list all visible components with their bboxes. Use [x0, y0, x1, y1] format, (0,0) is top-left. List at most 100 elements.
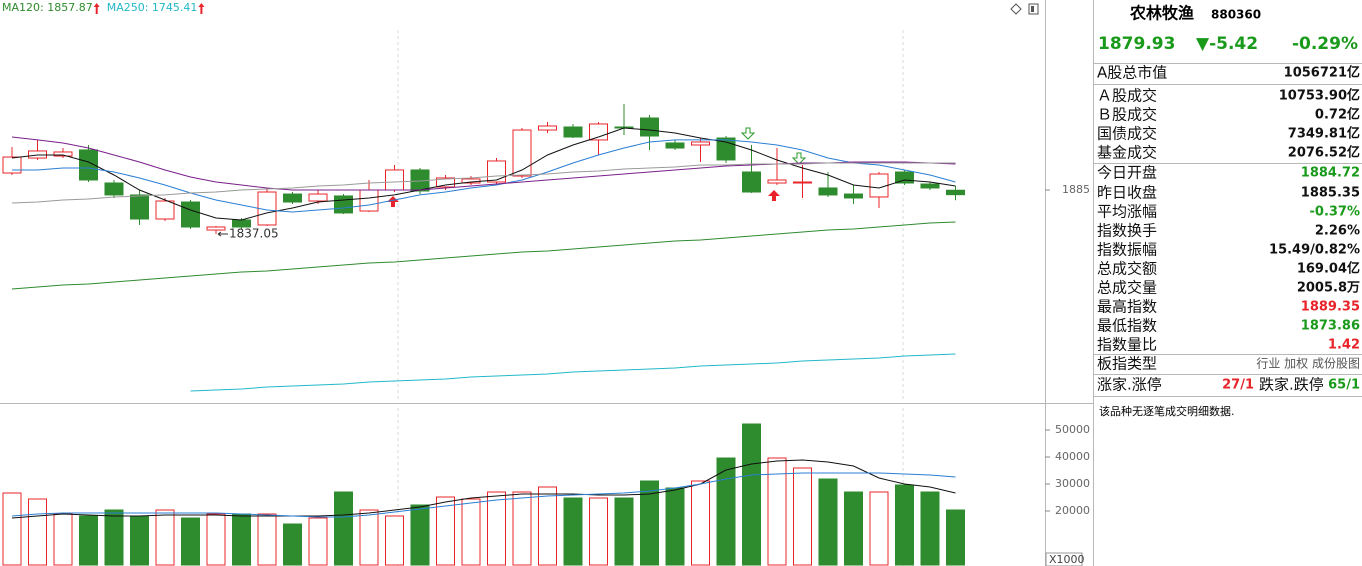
volume-bar — [920, 491, 940, 566]
row-value: 7349.81亿 — [1288, 126, 1360, 142]
volume-bar — [130, 515, 149, 566]
candle-body — [818, 187, 838, 196]
y-tick-label: 30000 — [1055, 477, 1090, 490]
candle-body — [920, 183, 940, 189]
panel-title: 农林牧渔 — [1129, 4, 1194, 23]
volume-bar — [895, 484, 914, 566]
row-label: 总成交量 — [1097, 279, 1157, 297]
volume-bar — [589, 497, 608, 566]
row-value: 行业 加权 成份股图 — [1256, 357, 1360, 371]
volume-ma-line — [11, 472, 956, 518]
row-value: 1884.72 — [1301, 166, 1360, 181]
candle-body — [436, 177, 455, 188]
row-label: 板指类型 — [1097, 355, 1157, 373]
volume-bar — [334, 491, 353, 566]
volume-bar — [257, 513, 277, 566]
price: 1879.93 — [1098, 34, 1175, 54]
volume-bar — [28, 498, 47, 566]
low-marker-label: 1837.05 — [229, 227, 279, 241]
volume-bar — [818, 478, 838, 566]
row-label: 最高指数 — [1097, 298, 1157, 316]
candle-body — [512, 129, 532, 177]
row-label: 昨日收盘 — [1097, 184, 1157, 202]
candle-body — [487, 160, 506, 183]
candle-body — [563, 126, 583, 138]
candle-body — [28, 150, 47, 159]
volume-bar — [283, 523, 302, 566]
row-label: 指数量比 — [1097, 336, 1157, 354]
row-value: 1889.35 — [1301, 300, 1360, 315]
candle-body — [589, 123, 608, 141]
panel-note: 该品种无逐笔成交明细数据. — [1099, 404, 1235, 418]
row-label: A股总市值 — [1097, 64, 1167, 82]
volume-ma-line — [11, 459, 956, 519]
legend-arrow — [93, 3, 100, 14]
unit-box — [1045, 552, 1083, 566]
candle-body — [665, 142, 685, 149]
row-label: 最低指数 — [1097, 317, 1157, 335]
breadth-label: 涨家.涨停 — [1097, 376, 1162, 394]
y-unit: X1000 — [1049, 553, 1085, 566]
volume-bar — [232, 513, 251, 566]
volume-bar — [436, 496, 455, 566]
row-label: 指数换手 — [1097, 222, 1157, 240]
volume-bar — [79, 515, 98, 566]
volume-bar — [640, 480, 659, 566]
legend-arrow — [198, 3, 205, 14]
volume-bar — [461, 498, 481, 566]
volume-bar — [793, 467, 812, 566]
breadth-label: 跌家.跌停 — [1259, 376, 1324, 394]
row-value: 10753.90亿 — [1279, 88, 1360, 104]
row-value: 1.42 — [1328, 338, 1360, 353]
volume-bar — [946, 509, 965, 566]
volume-bar — [716, 457, 736, 566]
candle-body — [538, 125, 557, 131]
volume-bar — [742, 423, 761, 566]
ma-line — [11, 221, 956, 290]
ma-line — [12, 139, 956, 213]
legend-entry: MA250: 1745.41 — [107, 1, 198, 14]
volume-bar — [53, 513, 73, 566]
sell-signal — [740, 127, 756, 140]
row-label: Ａ股成交 — [1097, 87, 1157, 105]
row-value: 2.26% — [1315, 224, 1360, 239]
candle-body — [130, 194, 149, 220]
volume-bar — [104, 509, 124, 566]
box-icon[interactable] — [1028, 3, 1039, 15]
change-pct: -0.29% — [1292, 34, 1358, 54]
change: ▼-5.42 — [1196, 34, 1258, 54]
candle-body — [181, 201, 200, 228]
volume-bar — [385, 515, 404, 566]
volume-bar — [691, 480, 710, 566]
candle-body — [79, 149, 98, 181]
volume-bar — [359, 509, 379, 566]
volume-bar — [410, 504, 430, 566]
low-marker-arrow — [217, 231, 228, 237]
breadth-value: 65/1 — [1328, 378, 1360, 393]
candle-body — [640, 117, 659, 137]
volume-bar — [767, 457, 787, 566]
volume-bar — [614, 497, 634, 566]
candle-body — [767, 179, 787, 184]
volume-bar — [2, 492, 22, 566]
candle-body — [742, 171, 761, 193]
volume-bar — [308, 517, 328, 566]
candle-body — [895, 171, 914, 184]
row-value: 1056721亿 — [1284, 65, 1360, 81]
diamond-icon[interactable] — [1010, 3, 1022, 15]
legend-entry: MA120: 1857.87 — [2, 1, 93, 14]
buy-signal — [387, 196, 399, 207]
candle-body — [334, 195, 353, 214]
panel-code: 880360 — [1211, 8, 1261, 22]
candle-body — [691, 141, 710, 146]
row-value: -0.37% — [1310, 205, 1361, 220]
y-tick-label: 40000 — [1055, 450, 1090, 463]
volume-bar — [538, 486, 557, 566]
row-value: 169.04亿 — [1297, 261, 1360, 277]
row-value: 0.72亿 — [1315, 107, 1360, 123]
row-label: 平均涨幅 — [1097, 203, 1157, 221]
volume-bar — [563, 497, 583, 566]
volume-bar — [181, 517, 200, 566]
